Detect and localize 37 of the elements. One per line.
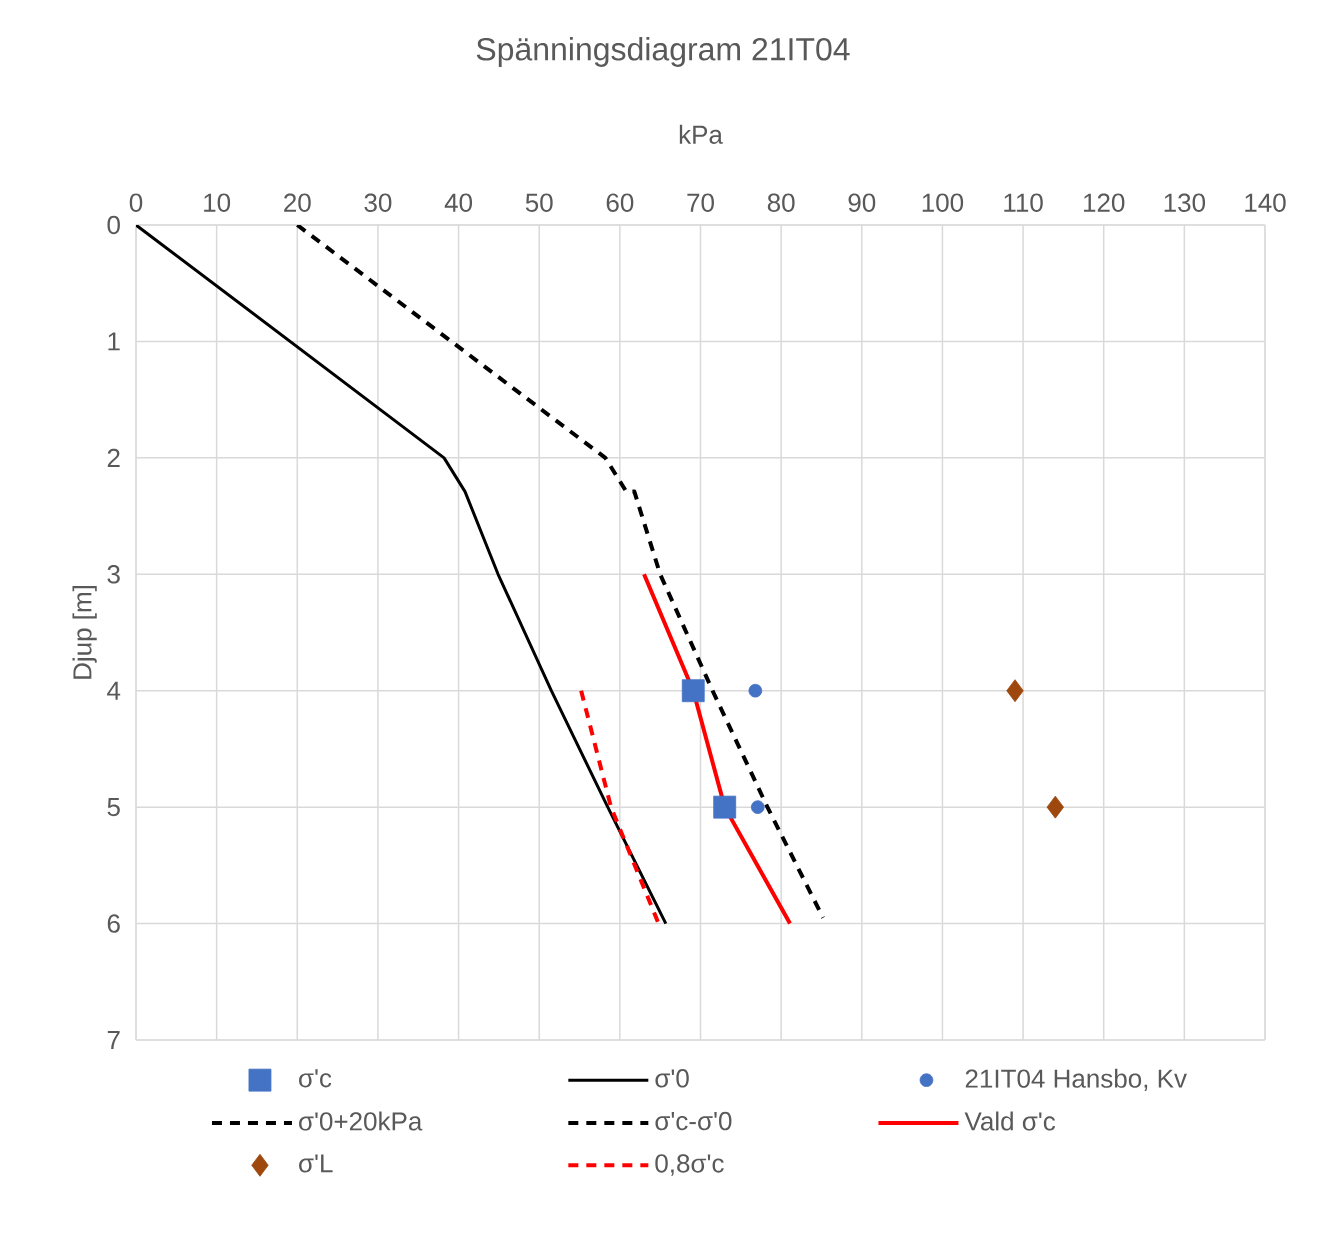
x-tick-label: 120 (1084, 193, 1125, 212)
legend-label: Vald σ'c (964, 1111, 1056, 1131)
legend-label: σ'0 (655, 1069, 689, 1088)
legend-label: 0,8σ'c (655, 1154, 724, 1176)
legend-label: σ'0+20kPa (299, 1111, 423, 1131)
line-series (642, 572, 793, 926)
x-tick-label: 130 (1164, 193, 1206, 212)
x-tick-label: 90 (848, 193, 876, 212)
x-tick-label: 60 (606, 193, 634, 212)
line-series (136, 225, 668, 926)
x-tick-label: 10 (204, 193, 231, 212)
legend-label: σ'c-σ'0 (655, 1111, 732, 1131)
x-tick-label: 80 (767, 193, 795, 212)
y-tick-label: 6 (107, 914, 120, 933)
legend-label: σ'L (299, 1154, 333, 1173)
y-axis-title: Djup [m] (72, 585, 97, 679)
legend-label: σ'c (299, 1069, 332, 1088)
x-tick-label: 40 (444, 193, 473, 212)
y-tick-label: 2 (107, 448, 120, 467)
y-tick-label: 7 (107, 1031, 120, 1049)
x-tick-label: 50 (525, 193, 553, 212)
y-tick-label: 4 (107, 681, 121, 700)
y-tick-label: 5 (107, 798, 120, 817)
x-tick-label: 0 (129, 193, 143, 212)
chart-title: Spänningsdiagram 21IT04 (476, 37, 850, 67)
x-tick-label: 70 (687, 193, 714, 212)
y-tick-label: 1 (108, 332, 120, 351)
legend-label: 21IT04 Hansbo, Kv (965, 1068, 1187, 1091)
y-tick-label: 0 (107, 215, 120, 235)
x-tick-label: 110 (1004, 193, 1043, 212)
x-tick-label: 30 (364, 193, 392, 212)
x-tick-label: 100 (922, 193, 964, 212)
x-tick-label: 140 (1245, 193, 1286, 212)
x-tick-label: 20 (284, 193, 311, 212)
line-series (295, 225, 826, 920)
y-tick-label: 3 (107, 565, 120, 584)
x-axis-title: kPa (679, 124, 723, 144)
